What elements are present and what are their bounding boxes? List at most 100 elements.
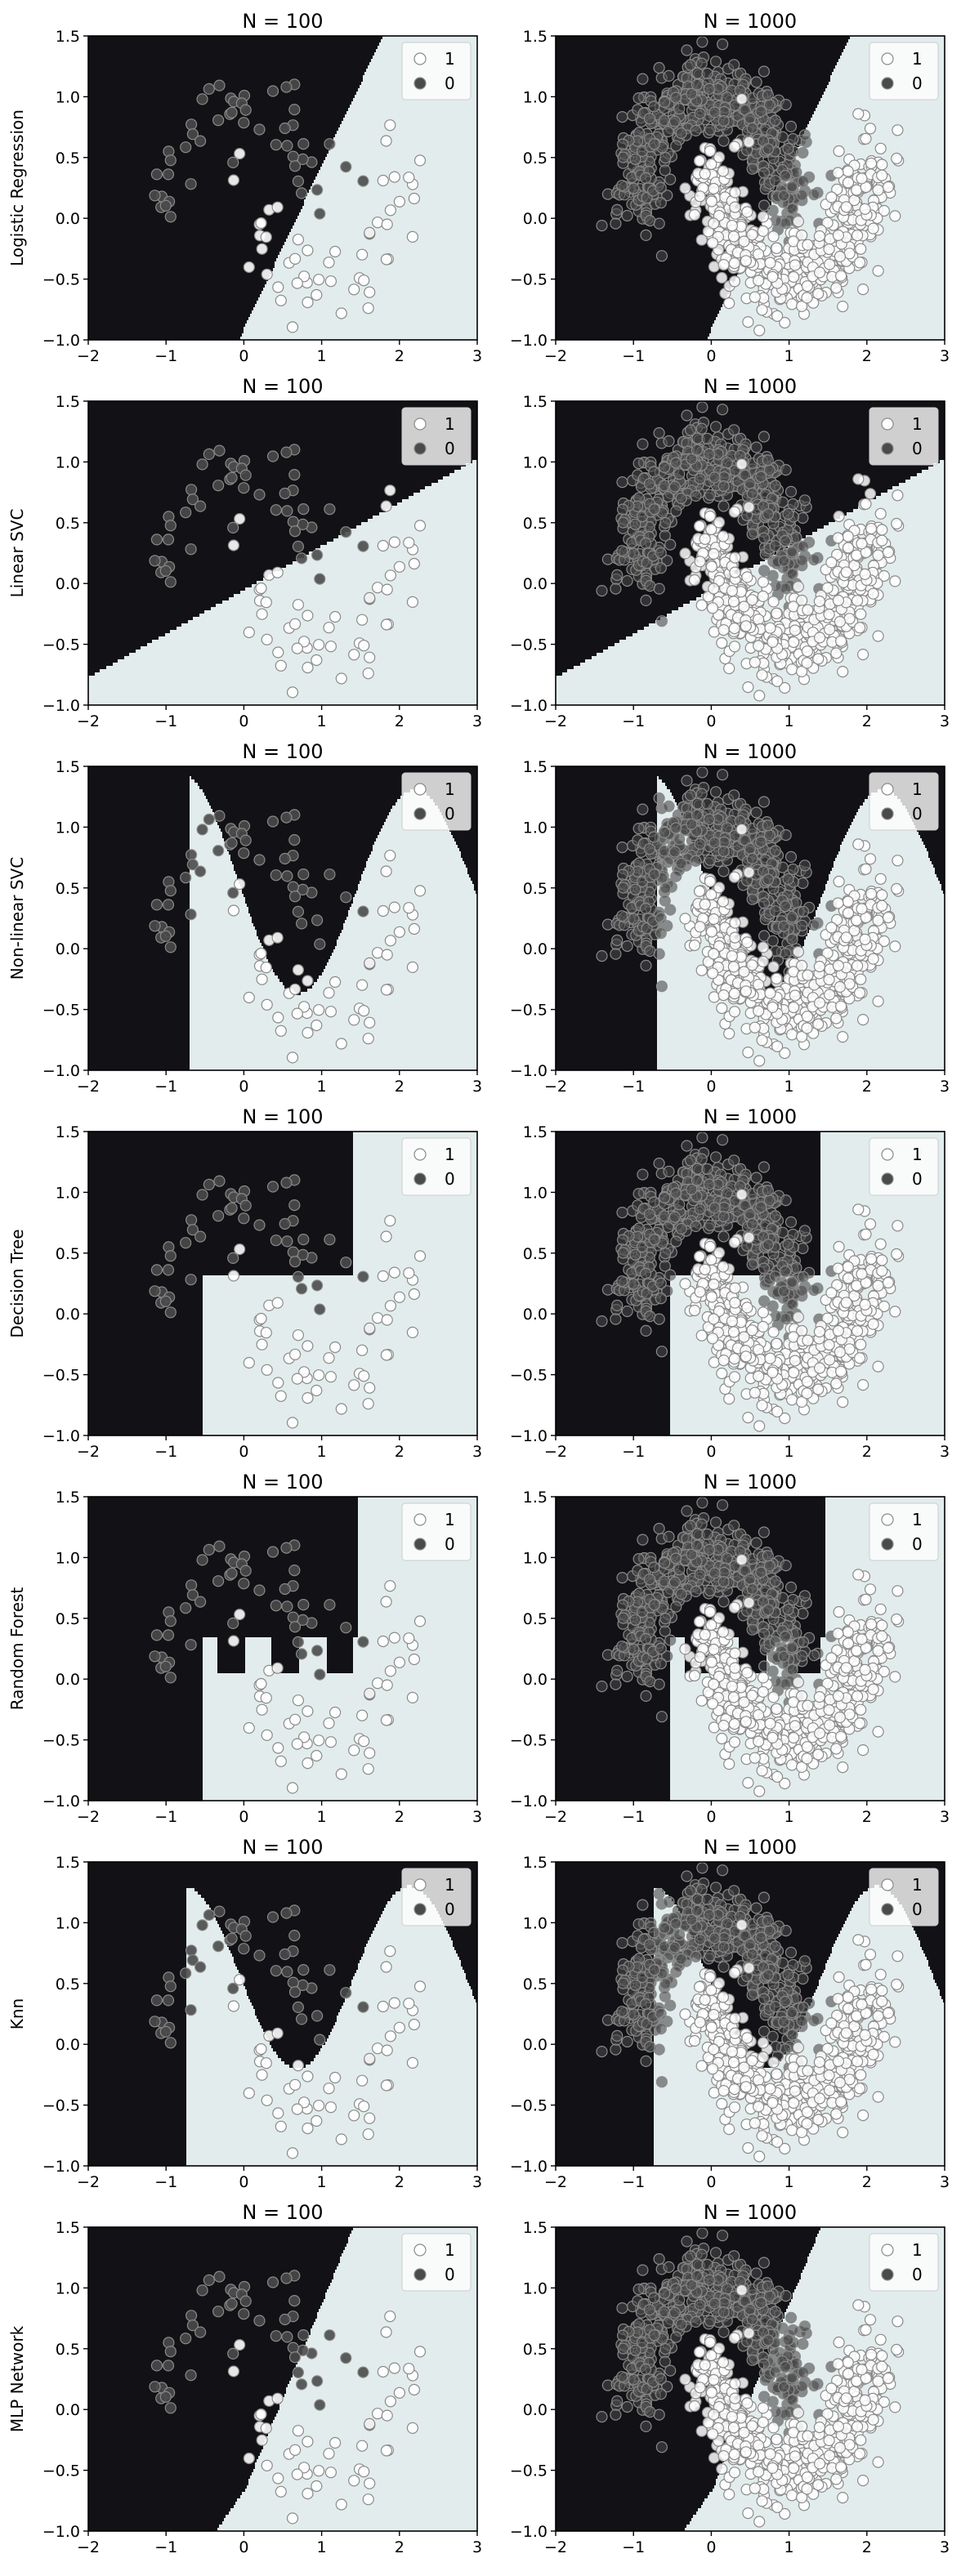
point-class-1 — [323, 257, 335, 269]
point-class-1 — [275, 1755, 287, 1767]
point-class-1 — [348, 1744, 360, 1757]
point-class-0 — [266, 450, 279, 462]
point-class-1 — [842, 165, 854, 177]
point-class-1 — [384, 935, 396, 947]
point-class-1 — [840, 201, 852, 213]
point-class-0 — [664, 904, 677, 916]
point-class-1 — [882, 911, 895, 924]
point-class-0 — [213, 79, 226, 92]
point-class-1 — [372, 1677, 384, 1690]
subplot-title: N = 100 — [242, 10, 323, 33]
x-tick-label: 2 — [395, 1078, 405, 1096]
y-tick-label: −1.0 — [510, 1427, 548, 1445]
point-class-0 — [617, 1247, 629, 1259]
point-class-0 — [213, 1175, 226, 1187]
point-class-1 — [364, 1322, 376, 1335]
point-class-0 — [716, 38, 729, 51]
point-class-1 — [716, 636, 728, 650]
point-class-0 — [708, 837, 721, 849]
point-class-0 — [311, 1279, 324, 1292]
point-class-1 — [779, 316, 791, 329]
point-class-1 — [853, 987, 866, 999]
point-class-1 — [289, 618, 302, 630]
point-class-0 — [226, 1202, 238, 1214]
point-class-0 — [787, 498, 799, 511]
point-class-0 — [675, 1222, 687, 1235]
point-class-1 — [723, 1027, 735, 1040]
point-class-1 — [408, 922, 420, 935]
point-class-0 — [239, 1199, 252, 1212]
point-class-0 — [239, 469, 252, 481]
point-class-1 — [738, 600, 750, 613]
point-class-0 — [703, 813, 716, 825]
y-tick-label: −0.5 — [42, 1002, 80, 1020]
point-class-1 — [837, 301, 849, 313]
point-class-0 — [162, 534, 175, 546]
point-class-0 — [755, 1201, 767, 1213]
legend-box — [401, 772, 472, 831]
point-class-0 — [281, 1235, 293, 1248]
point-class-0 — [253, 489, 266, 501]
point-class-1 — [716, 271, 728, 284]
legend-marker-class-1 — [413, 52, 427, 65]
y-tick-label: 0.0 — [56, 1306, 80, 1324]
point-class-0 — [159, 1295, 172, 1307]
point-class-1 — [825, 1287, 838, 1299]
point-class-1 — [275, 294, 287, 306]
point-class-0 — [755, 105, 767, 118]
point-class-1 — [767, 636, 779, 649]
point-class-0 — [780, 1313, 792, 1325]
point-class-1 — [832, 897, 844, 909]
point-class-0 — [717, 865, 730, 877]
legend-marker-class-0 — [881, 807, 894, 820]
legend-marker-class-0 — [413, 1172, 427, 1185]
y-tick-label: 1.5 — [523, 758, 548, 776]
point-class-1 — [825, 556, 838, 569]
point-class-1 — [834, 635, 847, 647]
point-class-0 — [648, 503, 660, 516]
point-class-1 — [702, 591, 714, 603]
point-class-1 — [812, 653, 825, 665]
point-class-0 — [311, 1645, 324, 1657]
point-class-1 — [812, 288, 825, 300]
point-class-0 — [708, 471, 721, 484]
y-tick-label: −1.0 — [510, 1062, 548, 1080]
point-class-1 — [335, 1038, 347, 1050]
point-class-1 — [302, 1340, 314, 1352]
point-class-1 — [830, 647, 843, 659]
point-class-1 — [329, 1341, 342, 1354]
point-class-0 — [270, 504, 282, 516]
point-class-1 — [406, 961, 418, 974]
point-class-0 — [610, 948, 622, 960]
point-class-0 — [691, 809, 704, 821]
point-class-0 — [784, 1216, 798, 1229]
point-class-0 — [637, 1534, 649, 1546]
x-tick-label: 1 — [784, 1443, 794, 1461]
point-class-0 — [296, 1283, 308, 1295]
point-class-1 — [834, 250, 847, 263]
y-tick-label: 1.0 — [523, 88, 548, 106]
y-tick-label: 1.0 — [523, 819, 548, 837]
point-class-0 — [686, 1183, 698, 1195]
point-class-1 — [380, 865, 392, 877]
x-tick-label: 3 — [472, 1808, 482, 1826]
y-tick-label: −1.0 — [42, 1792, 80, 1810]
x-tick-label: 0 — [239, 712, 248, 730]
point-class-1 — [764, 257, 776, 269]
legend-label: 0 — [912, 804, 923, 824]
point-class-1 — [302, 1391, 314, 1404]
point-class-1 — [788, 636, 800, 649]
point-class-1 — [313, 1004, 325, 1016]
point-class-1 — [852, 473, 865, 485]
point-class-1 — [324, 275, 337, 288]
point-class-0 — [186, 859, 199, 871]
point-class-1 — [260, 1327, 272, 1339]
point-class-0 — [746, 893, 758, 905]
point-class-1 — [256, 973, 268, 985]
point-class-0 — [784, 120, 798, 132]
point-class-0 — [790, 1261, 802, 1275]
point-class-1 — [889, 210, 901, 222]
legend-marker-class-0 — [413, 1538, 427, 1551]
point-class-1 — [329, 245, 342, 258]
point-class-0 — [196, 458, 208, 471]
